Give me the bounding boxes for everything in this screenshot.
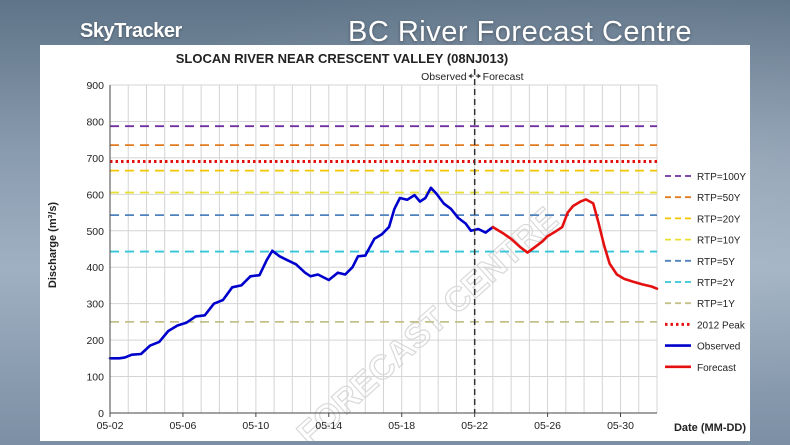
observed-label: Observed xyxy=(421,71,467,83)
x-tick-label: 05-02 xyxy=(97,420,124,432)
y-tick-label: 600 xyxy=(86,189,104,201)
x-tick-label: 05-06 xyxy=(170,420,197,432)
legend-label-2012-peak: 2012 Peak xyxy=(697,320,746,331)
legend-label-rtp-1y: RTP=1Y xyxy=(697,299,735,310)
observed-arrowhead xyxy=(468,73,472,79)
chart-panel: FORECAST CENTRE 0 100 200 300 400 500 600 700 80… xyxy=(40,45,750,441)
banner-title: BC River Forecast Centre xyxy=(348,16,692,48)
x-tick-label: 05-26 xyxy=(534,420,561,432)
forecast-label: Forecast xyxy=(483,71,524,83)
x-tick-label: 05-18 xyxy=(388,420,415,432)
legend-label-observed: Observed xyxy=(697,342,740,353)
legend-label-rtp-20y: RTP=20Y xyxy=(697,214,741,225)
y-tick-label: 0 xyxy=(98,408,104,420)
legend-label-rtp-50y: RTP=50Y xyxy=(697,193,741,204)
y-tick-label: 300 xyxy=(86,299,104,311)
legend-label-rtp-100y: RTP=100Y xyxy=(697,172,746,183)
y-tick-label: 900 xyxy=(86,80,104,92)
x-tick-label: 05-22 xyxy=(461,420,488,432)
y-tick-label: 100 xyxy=(86,372,104,384)
chart-title: SLOCAN RIVER NEAR CRESCENT VALLEY (08NJ0… xyxy=(176,51,509,66)
brand-logo: SkyTracker xyxy=(80,20,182,42)
x-tick-label: 05-30 xyxy=(607,420,634,432)
legend-label-forecast: Forecast xyxy=(697,363,736,374)
series-line-forecast xyxy=(491,198,659,290)
y-tick-label: 800 xyxy=(86,116,104,128)
legend-label-rtp-10y: RTP=10Y xyxy=(697,236,741,247)
y-axis-title: Discharge (m³/s) xyxy=(47,202,59,289)
series-line-observed xyxy=(108,186,495,360)
watermark-text: FORECAST CENTRE xyxy=(290,200,565,441)
legend-label-rtp-5y: RTP=5Y xyxy=(697,257,735,268)
x-tick-label: 05-14 xyxy=(315,420,342,432)
y-tick-label: 200 xyxy=(86,335,104,347)
y-tick-label: 400 xyxy=(86,262,104,274)
y-tick-label: 500 xyxy=(86,226,104,238)
x-tick-label: 05-10 xyxy=(242,420,269,432)
forecast-arrowhead xyxy=(477,73,481,79)
y-tick-label: 700 xyxy=(86,153,104,165)
x-axis-title: Date (MM-DD) xyxy=(674,422,746,434)
chart-svg: FORECAST CENTRE 0 100 200 300 400 500 600 700 80… xyxy=(47,51,746,441)
legend-label-rtp-2y: RTP=2Y xyxy=(697,278,735,289)
